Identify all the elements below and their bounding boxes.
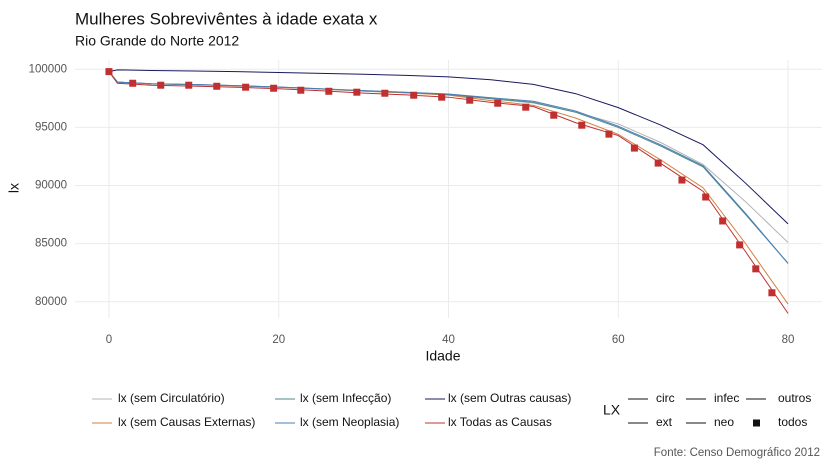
legend-label: lx (sem Infecção)	[300, 391, 391, 405]
point	[297, 86, 305, 94]
point	[736, 241, 744, 249]
point	[494, 99, 502, 107]
y-tick-label: 85000	[35, 238, 67, 250]
legend-label: outros	[778, 391, 811, 405]
point	[129, 79, 137, 87]
point	[654, 159, 662, 167]
point	[719, 217, 727, 225]
x-tick-label: 0	[106, 334, 112, 346]
point	[270, 84, 278, 92]
point	[410, 91, 418, 99]
point	[752, 265, 760, 273]
point	[213, 82, 221, 90]
caption: Fonte: Censo Demográfico 2012	[654, 447, 820, 459]
legend-label: lx (sem Outras causas)	[448, 391, 571, 405]
legend: lx (sem Circulatório) lx (sem Causas Exte…	[92, 391, 811, 429]
x-tick-label: 20	[272, 334, 285, 346]
point	[325, 87, 333, 95]
legend-label: neo	[714, 415, 734, 429]
x-tick-label: 60	[612, 334, 625, 346]
x-tick-label: 80	[782, 334, 795, 346]
point	[438, 93, 446, 101]
point	[768, 289, 776, 297]
y-tick-label: 100000	[29, 63, 67, 75]
point	[105, 68, 113, 76]
y-tick-label: 95000	[35, 121, 67, 133]
point	[466, 96, 474, 104]
legend-label: lx (sem Circulatório)	[118, 391, 225, 405]
legend-label: lx Todas as Causas	[448, 415, 552, 429]
x-tick-label: 40	[442, 334, 455, 346]
point	[381, 89, 389, 97]
point	[185, 81, 193, 89]
point	[702, 193, 710, 201]
point	[242, 83, 250, 91]
point	[678, 176, 686, 184]
chart-subtitle: Rio Grande do Norte 2012	[75, 33, 239, 49]
y-tick-label: 90000	[35, 180, 67, 192]
legend-label: lx (sem Neoplasia)	[300, 415, 399, 429]
legend-label: todos	[778, 415, 807, 429]
y-tick-label: 80000	[35, 296, 67, 308]
chart-title: Mulheres Sobrevivêntes à idade exata x	[75, 9, 378, 28]
point	[550, 111, 558, 119]
legend-label: circ	[656, 391, 675, 405]
point	[630, 144, 638, 152]
plot-area	[105, 68, 789, 314]
series-line	[108, 69, 789, 225]
y-axis-label: lx	[6, 183, 22, 193]
legend-label: ext	[656, 415, 673, 429]
legend-label: infec	[714, 391, 739, 405]
point	[578, 121, 586, 129]
legend-key	[753, 419, 760, 427]
point	[157, 81, 165, 89]
point	[522, 103, 530, 111]
point	[353, 88, 361, 96]
legend-label: lx (sem Causas Externas)	[118, 415, 255, 429]
x-axis-label: Idade	[425, 348, 460, 364]
legend-title: LX	[603, 402, 621, 418]
grid: 0 20 40 60 80 80000 85000 90000 95000 100000	[29, 60, 822, 346]
point	[605, 130, 613, 138]
